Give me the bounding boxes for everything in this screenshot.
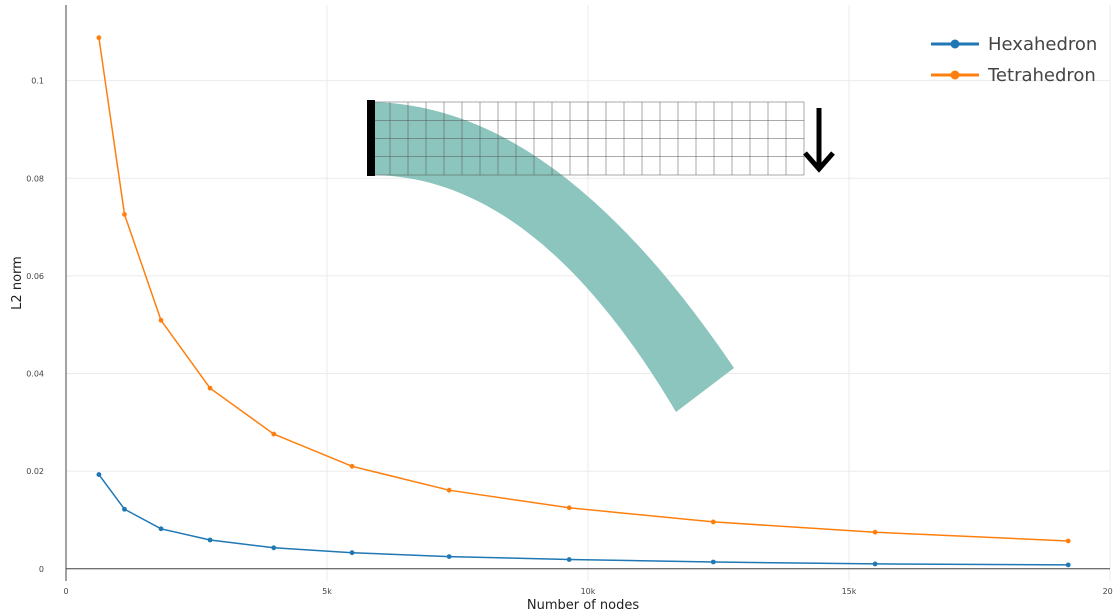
tick-labels: 0 5k 10k 15k 20k 0 0.02 0.04 0.06 0.08 0.1 (26, 77, 1113, 596)
x-tick-label: 20k (1103, 587, 1113, 596)
data-point (1065, 562, 1071, 568)
data-point (1065, 538, 1071, 544)
x-tick-label: 10k (581, 587, 596, 596)
data-point (446, 487, 452, 493)
data-point (96, 35, 102, 41)
data-point (349, 463, 355, 469)
x-tick-label: 0 (63, 587, 68, 596)
data-point (872, 529, 878, 535)
legend-item-hexahedron[interactable]: Hexahedron (931, 34, 1097, 55)
data-point (271, 545, 277, 551)
data-point (872, 561, 878, 567)
arrow-head (803, 151, 835, 173)
y-tick-label: 0.06 (26, 272, 44, 281)
y-tick-label: 0.1 (31, 77, 44, 86)
data-point (122, 506, 127, 512)
axes (65, 5, 1110, 581)
data-point (122, 212, 127, 217)
series-line-hexahedron (98, 474, 1069, 566)
data-point (271, 431, 277, 437)
series-layer (96, 35, 1071, 568)
data-point (158, 526, 164, 532)
data-point (158, 317, 164, 323)
data-point (566, 557, 572, 562)
grid (65, 5, 1111, 581)
legend-label: Tetrahedron (987, 65, 1096, 86)
series-tetrahedron (96, 35, 1071, 544)
y-tick-label: 0.02 (26, 467, 44, 476)
deformed-beam-shape (372, 102, 734, 412)
data-point (349, 550, 355, 556)
y-tick-label: 0 (39, 565, 44, 574)
x-axis-title: Number of nodes (527, 598, 639, 613)
y-axis-title: L2 norm (10, 256, 25, 310)
data-point (446, 554, 452, 559)
data-point (207, 385, 213, 391)
beam-deflection-inset (367, 100, 835, 412)
x-tick-label: 5k (322, 587, 332, 596)
fixed-support (367, 100, 375, 176)
legend[interactable]: Hexahedron Tetrahedron (931, 34, 1097, 86)
load-arrow-icon (803, 108, 835, 173)
y-tick-label: 0.04 (26, 370, 44, 379)
data-point (710, 519, 716, 525)
data-point (96, 472, 102, 477)
data-point (710, 559, 716, 565)
legend-item-tetrahedron[interactable]: Tetrahedron (931, 65, 1096, 86)
legend-marker (950, 70, 960, 80)
x-tick-label: 15k (842, 587, 857, 596)
data-point (207, 537, 213, 543)
legend-label: Hexahedron (988, 34, 1097, 55)
series-line-tetrahedron (98, 37, 1069, 542)
series-hexahedron (96, 472, 1071, 568)
y-tick-label: 0.08 (26, 174, 44, 183)
legend-marker (950, 39, 960, 49)
data-point (566, 505, 572, 511)
